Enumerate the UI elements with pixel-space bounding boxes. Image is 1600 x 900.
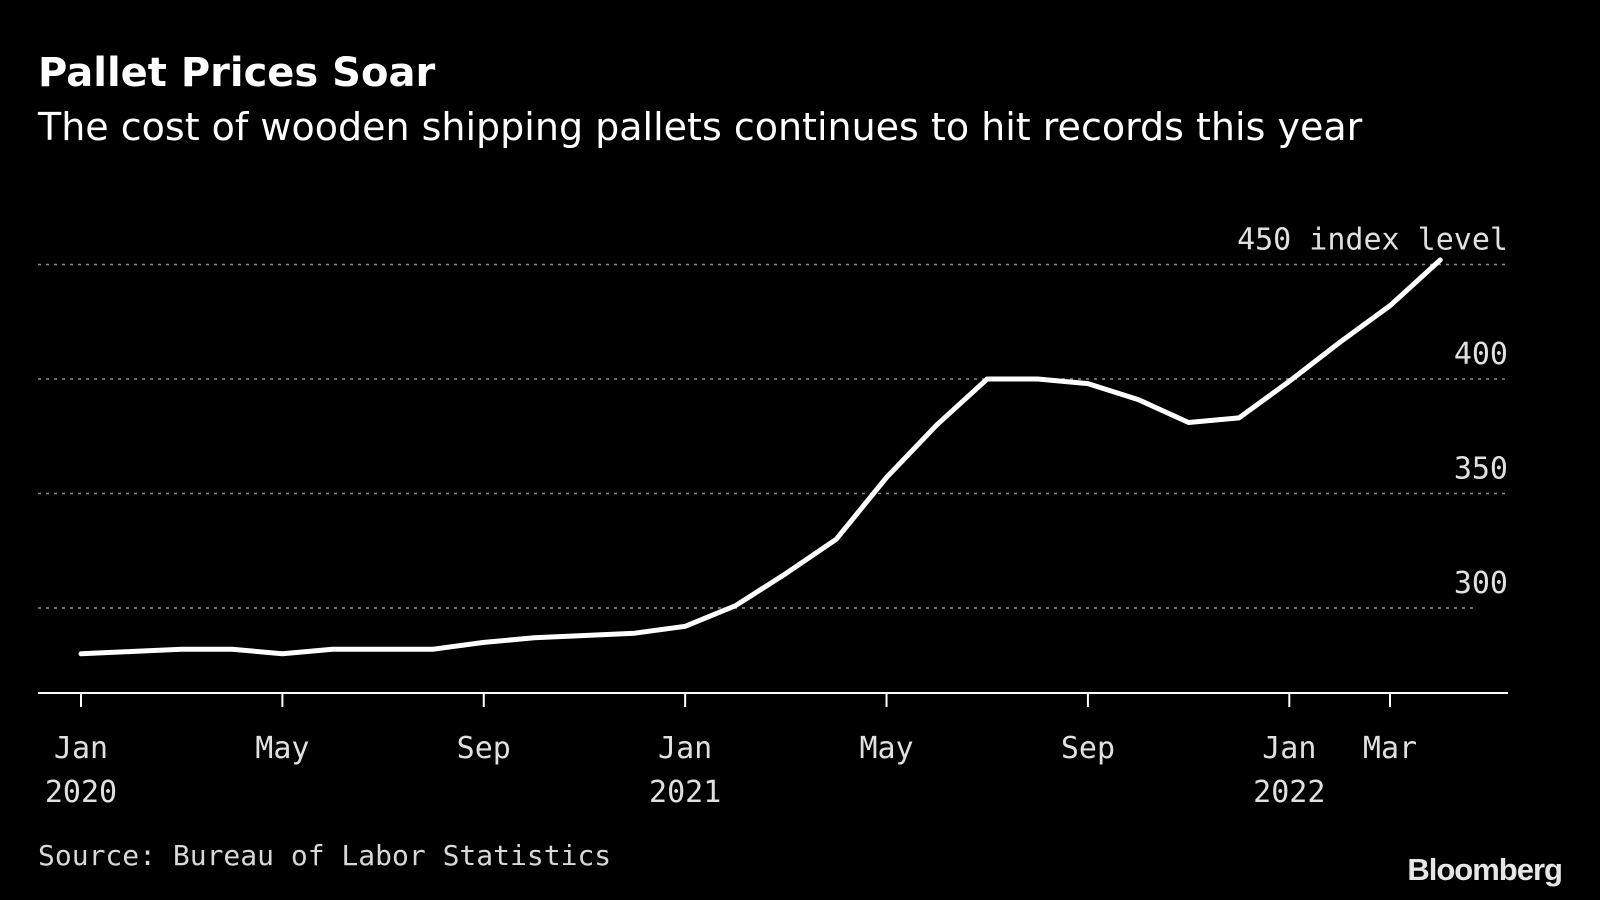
gridlines xyxy=(38,263,1508,609)
x-tick-label-jan: Jan xyxy=(658,731,712,766)
y-tick-label-400: 400 xyxy=(1454,337,1508,372)
bloomberg-logo: Bloomberg xyxy=(1407,852,1563,887)
x-tick-label-sep: Sep xyxy=(1061,731,1115,766)
x-axis-ticks: Jan 2020 May Sep Jan 2021 May Sep Jan 2022 Mar xyxy=(45,693,1417,810)
chart-title: Pallet Prices Soar xyxy=(38,50,436,96)
x-tick-label-sep: Sep xyxy=(457,731,511,766)
x-tick-label-jan: Jan xyxy=(54,731,108,766)
y-tick-label-300: 300 xyxy=(1454,566,1508,601)
x-tick-label-jan: Jan xyxy=(1262,731,1316,766)
y-tick-label-350: 350 xyxy=(1454,452,1508,487)
x-tick-label-mar: Mar xyxy=(1363,731,1417,766)
chart-subtitle: The cost of wooden shipping pallets cont… xyxy=(38,105,1363,149)
y-axis-labels: 300 350 400 450 index level xyxy=(1237,223,1508,602)
x-tick-year-2022: 2022 xyxy=(1253,775,1325,810)
x-tick-label-may: May xyxy=(859,731,913,766)
x-tick-year-2020: 2020 xyxy=(45,775,117,810)
x-tick-label-may: May xyxy=(255,731,309,766)
series-line-pallet-index xyxy=(78,257,1443,657)
source-note: Source: Bureau of Labor Statistics xyxy=(38,839,612,872)
x-tick-year-2021: 2021 xyxy=(649,775,721,810)
y-tick-label-450: 450 index level xyxy=(1237,223,1508,258)
